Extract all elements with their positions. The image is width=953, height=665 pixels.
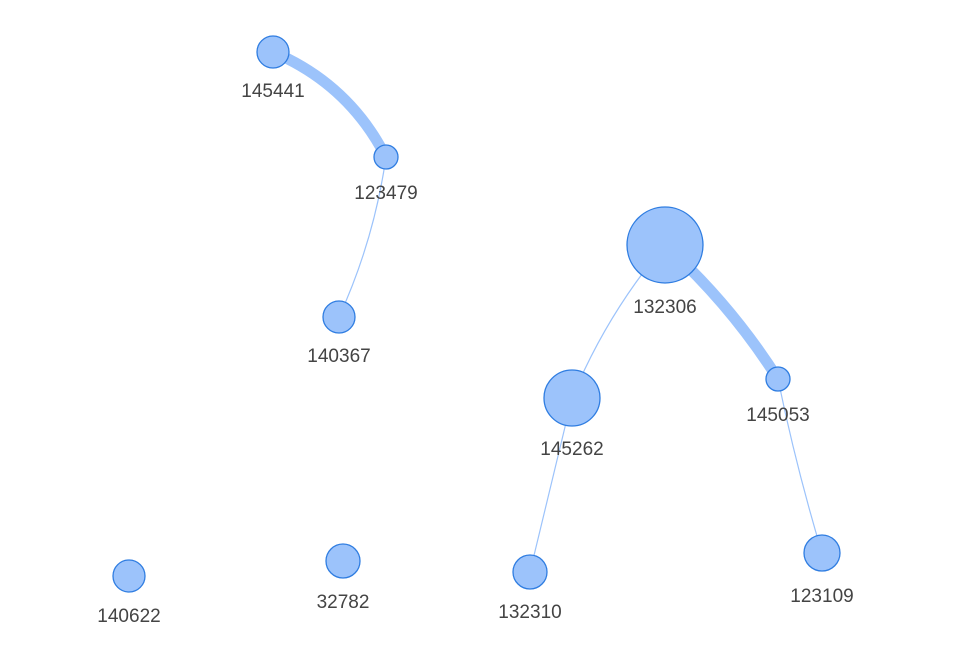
node-label-140622: 140622 [97, 606, 160, 627]
node-circle-145053[interactable] [765, 366, 791, 392]
node-circle-132310[interactable] [512, 554, 548, 590]
edge-145441-123479 [267, 46, 392, 163]
node-circle-140367[interactable] [322, 300, 356, 334]
node-123479[interactable]: 123479 [354, 144, 418, 204]
node-label-123479: 123479 [354, 183, 417, 204]
node-circle-145262[interactable] [543, 369, 601, 427]
node-label-145441: 145441 [241, 81, 304, 102]
node-label-32782: 32782 [317, 592, 370, 613]
node-circle-132306[interactable] [626, 206, 704, 284]
node-132310[interactable]: 132310 [498, 554, 562, 623]
edge-123479-140367 [338, 156, 387, 318]
node-140622[interactable]: 140622 [97, 559, 161, 627]
node-123109[interactable]: 123109 [790, 534, 854, 607]
edge-145053-123109 [777, 378, 823, 554]
node-circle-123109[interactable] [803, 534, 841, 572]
node-label-123109: 123109 [790, 586, 853, 607]
nodes-layer: 145441 123479 140367 132306 145053 145262 1323… [97, 35, 854, 627]
node-145053[interactable]: 145053 [746, 366, 810, 426]
node-140367[interactable]: 140367 [307, 300, 371, 367]
node-label-140367: 140367 [307, 346, 370, 367]
node-circle-123479[interactable] [373, 144, 399, 170]
node-label-145053: 145053 [746, 405, 809, 426]
node-circle-32782[interactable] [325, 543, 361, 579]
node-circle-140622[interactable] [112, 559, 146, 593]
edges-layer [267, 46, 823, 573]
node-145262[interactable]: 145262 [540, 369, 604, 460]
node-circle-145441[interactable] [256, 35, 290, 69]
node-label-145262: 145262 [540, 439, 603, 460]
node-145441[interactable]: 145441 [241, 35, 305, 102]
node-label-132306: 132306 [633, 297, 696, 318]
node-label-132310: 132310 [498, 602, 561, 623]
node-32782[interactable]: 32782 [317, 543, 370, 613]
node-132306[interactable]: 132306 [626, 206, 704, 318]
